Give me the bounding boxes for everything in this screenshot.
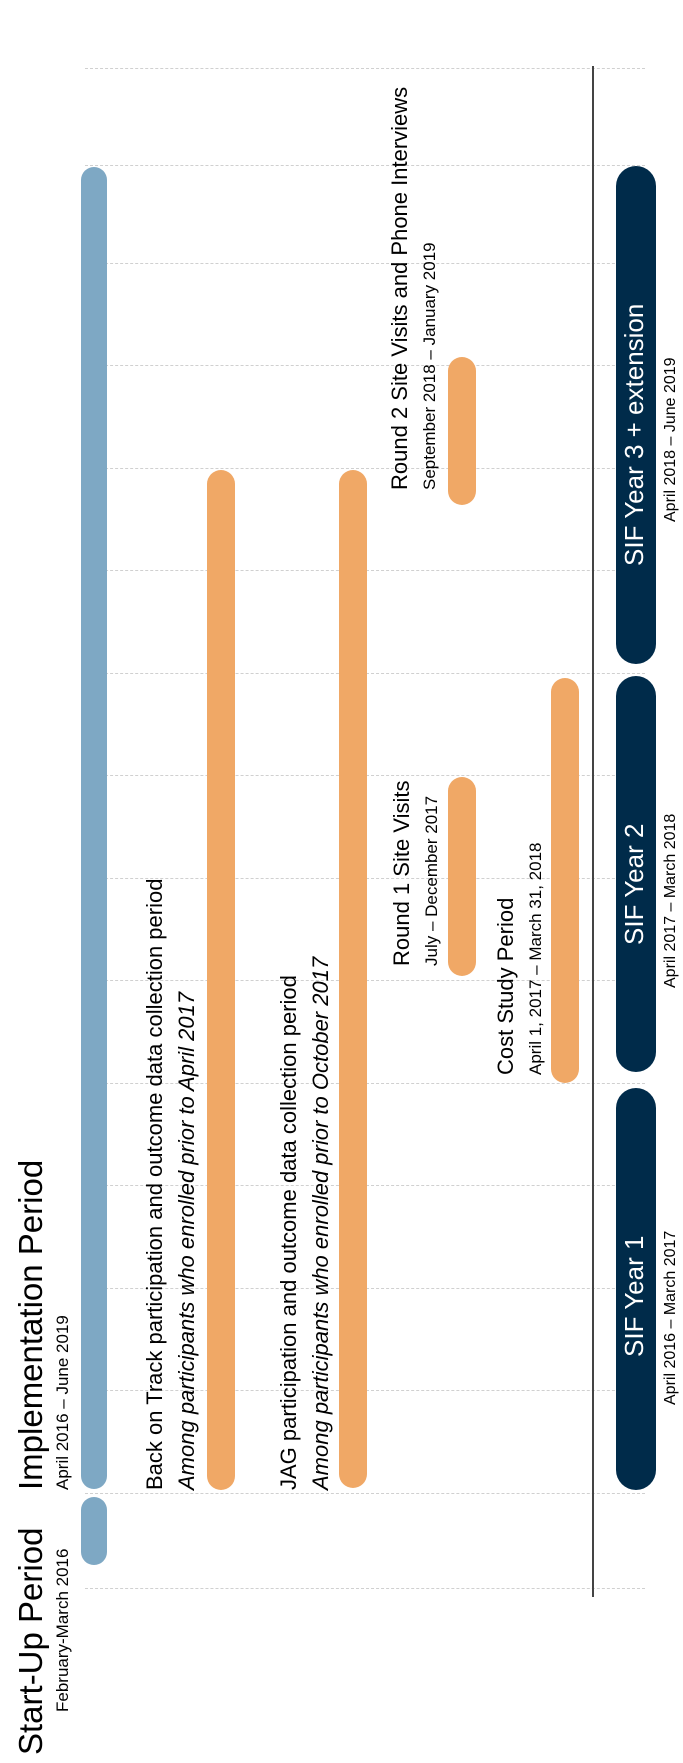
startup-period-bar — [81, 1497, 107, 1565]
sif-year-2-label: SIF Year 2 — [619, 823, 649, 945]
sif-year-1-dates: April 2016 – March 2017 — [662, 1230, 679, 1405]
back-on-track-title: Back on Track participation and outcome … — [142, 878, 167, 1490]
round2-dates: September 2018 – January 2019 — [420, 242, 439, 490]
startup-period-title: Start-Up Period — [12, 1527, 49, 1755]
gridline — [85, 68, 645, 69]
round1-dates: July – December 2017 — [422, 795, 441, 966]
implementation-period-bar — [81, 167, 107, 1489]
sif-year-1-label: SIF Year 1 — [619, 1235, 649, 1357]
jag-bar — [339, 470, 367, 1488]
jag-title: JAG participation and outcome data colle… — [276, 975, 301, 1490]
cost-study-title: Cost Study Period — [493, 897, 518, 1075]
cost-study-dates: April 1, 2017 – March 31, 2018 — [526, 842, 545, 1075]
sif-year-3-bar — [616, 166, 656, 664]
startup-period-dates: February-March 2016 — [53, 1548, 72, 1712]
sif-year-1-bar — [616, 1088, 656, 1490]
sif-year-2-dates: April 2017 – March 2018 — [662, 813, 679, 988]
jag-subtitle: Among participants who enrolled prior to… — [308, 956, 333, 1490]
cost-study-bar — [551, 678, 579, 1083]
implementation-period-title: Implementation Period — [12, 1159, 49, 1490]
gridline — [85, 165, 645, 166]
gridline — [85, 365, 645, 366]
round2-site-visits-bar — [448, 357, 476, 505]
back-on-track-subtitle: Among participants who enrolled prior to… — [174, 991, 199, 1490]
sif-year-2-bar — [616, 676, 656, 1072]
sif-year-3-label: SIF Year 3 + extension — [619, 303, 649, 566]
round1-site-visits-bar — [448, 777, 476, 976]
sif-year-3-dates: April 2018 – June 2019 — [662, 357, 679, 522]
round1-title: Round 1 Site Visits — [389, 780, 414, 966]
implementation-period-dates: April 2016 – June 2019 — [53, 1315, 72, 1490]
back-on-track-bar — [207, 470, 235, 1490]
gridline — [85, 263, 645, 264]
timeline-axis — [592, 66, 594, 1597]
gridline — [85, 1588, 645, 1589]
round2-title: Round 2 Site Visits and Phone Interviews — [387, 86, 412, 490]
gridline — [85, 468, 645, 469]
gridline — [85, 1493, 645, 1494]
